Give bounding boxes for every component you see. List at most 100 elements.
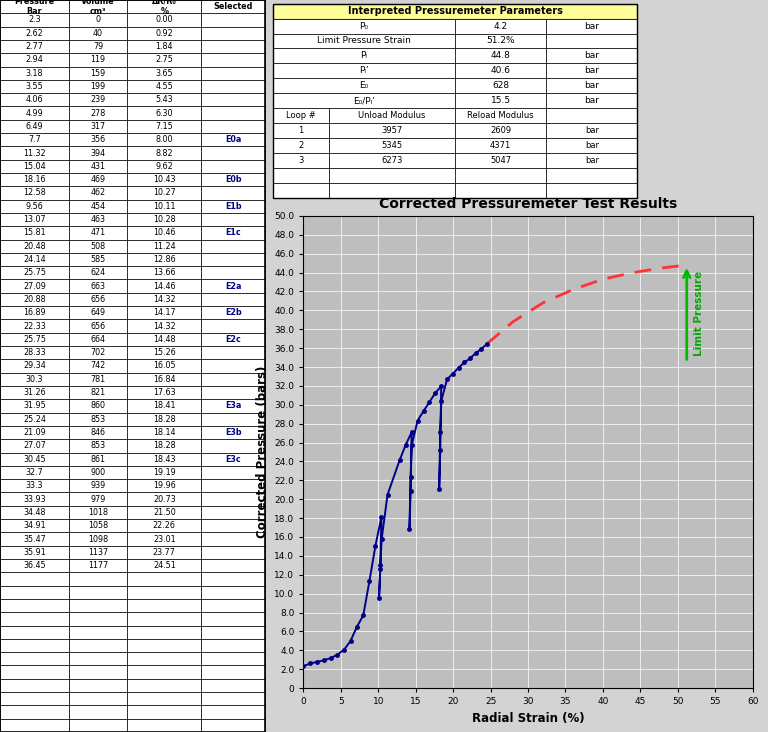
Bar [69, 0, 127, 13]
Bar [127, 413, 201, 426]
Text: 585: 585 [91, 255, 106, 264]
Bar [0, 479, 69, 493]
Bar [69, 559, 127, 572]
Bar [69, 679, 127, 692]
Bar [69, 253, 127, 266]
Text: bar: bar [584, 51, 599, 60]
Text: 32.7: 32.7 [25, 468, 43, 477]
Bar [201, 0, 265, 13]
Text: 9.62: 9.62 [155, 162, 173, 171]
Bar [0, 173, 69, 187]
Bar [201, 519, 265, 532]
Bar [127, 293, 201, 306]
Bar [455, 93, 546, 108]
Text: 23.77: 23.77 [153, 548, 176, 557]
Bar [69, 399, 127, 413]
Bar [455, 78, 546, 93]
Text: E2b: E2b [225, 308, 242, 317]
Text: Interpreted Pressuremeter Parameters: Interpreted Pressuremeter Parameters [348, 6, 562, 16]
Bar [0, 452, 69, 466]
Text: 23.01: 23.01 [153, 534, 176, 544]
Text: Loop #: Loop # [286, 111, 316, 120]
Text: 24.14: 24.14 [23, 255, 46, 264]
Bar [546, 93, 637, 108]
Bar [201, 80, 265, 93]
Bar [0, 266, 69, 280]
Bar [69, 319, 127, 333]
Text: Pₗ’: Pₗ’ [359, 67, 369, 75]
Bar [0, 160, 69, 173]
Text: 35.47: 35.47 [23, 534, 46, 544]
Bar [329, 153, 455, 168]
Bar [69, 40, 127, 53]
Bar [329, 183, 455, 198]
Bar [0, 706, 69, 719]
Text: 13.07: 13.07 [23, 215, 46, 224]
Bar [127, 652, 201, 665]
Bar [201, 160, 265, 173]
Bar [127, 187, 201, 200]
Bar [127, 13, 201, 26]
Text: 8.00: 8.00 [156, 135, 173, 144]
Text: 8.82: 8.82 [155, 149, 173, 157]
Bar [273, 108, 329, 123]
Bar [201, 146, 265, 160]
Text: 15.26: 15.26 [153, 348, 176, 357]
Bar [0, 293, 69, 306]
Bar [273, 93, 455, 108]
Text: E3b: E3b [225, 428, 241, 437]
Bar [69, 133, 127, 146]
Bar [69, 346, 127, 359]
Bar [69, 306, 127, 319]
Bar [0, 652, 69, 665]
Bar [0, 413, 69, 426]
Bar [0, 333, 69, 346]
Text: 900: 900 [91, 468, 105, 477]
Text: 742: 742 [91, 362, 106, 370]
Bar [69, 599, 127, 612]
Text: 939: 939 [91, 481, 106, 490]
Bar [546, 18, 637, 34]
Bar [201, 719, 265, 732]
Bar [69, 665, 127, 679]
Text: 34.91: 34.91 [23, 521, 46, 530]
Text: 3.55: 3.55 [25, 82, 43, 91]
Text: 25.75: 25.75 [23, 269, 46, 277]
Bar [201, 253, 265, 266]
Text: 30.3: 30.3 [25, 375, 43, 384]
Text: E0b: E0b [225, 175, 241, 184]
Text: 10.46: 10.46 [153, 228, 176, 237]
Bar [0, 612, 69, 626]
Bar [69, 386, 127, 399]
Bar [201, 612, 265, 626]
Bar [127, 173, 201, 187]
Bar [127, 253, 201, 266]
Text: 25.75: 25.75 [23, 335, 46, 344]
Bar [69, 706, 127, 719]
Bar [0, 53, 69, 67]
Bar [127, 160, 201, 173]
Bar [127, 519, 201, 532]
Text: Pₗ: Pₗ [360, 51, 367, 60]
Bar [201, 572, 265, 586]
Text: 31.26: 31.26 [23, 388, 46, 397]
Bar [127, 306, 201, 319]
Bar [69, 612, 127, 626]
Bar [127, 319, 201, 333]
Bar [0, 319, 69, 333]
Bar [0, 187, 69, 200]
Text: 781: 781 [91, 375, 105, 384]
Bar [0, 80, 69, 93]
Text: E2c: E2c [225, 335, 241, 344]
Bar [69, 120, 127, 133]
Text: 18.28: 18.28 [153, 415, 176, 424]
Bar [69, 506, 127, 519]
Text: 12.86: 12.86 [153, 255, 176, 264]
Bar [201, 200, 265, 213]
Bar [0, 692, 69, 706]
Bar [455, 183, 546, 198]
Text: 7.15: 7.15 [155, 122, 173, 131]
Bar [201, 173, 265, 187]
Bar [201, 133, 265, 146]
Bar [127, 373, 201, 386]
